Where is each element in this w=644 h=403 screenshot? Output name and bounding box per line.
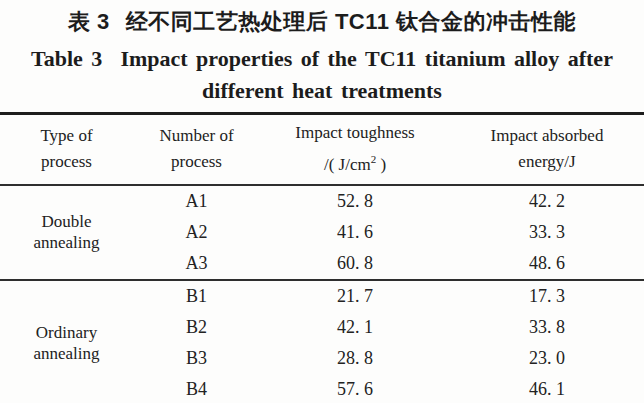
energy-cell: 33. 3: [450, 217, 644, 248]
process-type-line: annealing: [0, 343, 133, 364]
group-ordinary-annealing: Ordinary annealing B1 21. 7 17. 3 B2 42.…: [0, 280, 644, 403]
process-type-line: annealing: [0, 232, 133, 253]
table-caption-chinese-text: 经不同工艺热处理后 TC11 钛合金的冲击性能: [126, 9, 576, 34]
process-number-cell: A1: [133, 185, 260, 217]
header-text: Type of: [0, 123, 133, 149]
process-type-cell: Double annealing: [0, 185, 133, 280]
table-caption-english-line2: different heat treatments: [0, 76, 644, 106]
header-row: Type of process Number of process Impact…: [0, 114, 644, 185]
energy-cell: 42. 2: [450, 185, 644, 217]
process-type-cell: Ordinary annealing: [0, 280, 133, 403]
process-number-cell: A3: [133, 248, 260, 280]
table-caption-chinese-label: 表 3: [68, 9, 110, 34]
toughness-cell: 42. 1: [260, 312, 450, 343]
energy-cell: 23. 0: [450, 343, 644, 374]
header-text: process: [133, 149, 260, 175]
process-number-cell: A2: [133, 217, 260, 248]
header-number-of-process: Number of process: [133, 114, 260, 185]
table-row: Double annealing A1 52. 8 42. 2: [0, 185, 644, 217]
header-text: energy/J: [450, 149, 644, 175]
header-unit: /( J/cm2 ): [260, 146, 450, 178]
table-header: Type of process Number of process Impact…: [0, 114, 644, 185]
process-number-cell: B4: [133, 374, 260, 403]
impact-properties-table: Type of process Number of process Impact…: [0, 112, 644, 403]
energy-cell: 33. 8: [450, 312, 644, 343]
process-type-line: Double: [0, 211, 133, 232]
toughness-cell: 57. 6: [260, 374, 450, 403]
header-unit-pre: /( J/cm: [324, 155, 371, 174]
toughness-cell: 52. 8: [260, 185, 450, 217]
energy-cell: 48. 6: [450, 248, 644, 280]
header-text: Impact toughness: [260, 120, 450, 146]
table-caption-chinese: 表 3 经不同工艺热处理后 TC11 钛合金的冲击性能: [0, 0, 644, 37]
header-text: Impact absorbed: [450, 123, 644, 149]
toughness-cell: 28. 8: [260, 343, 450, 374]
header-type-of-process: Type of process: [0, 114, 133, 185]
header-impact-toughness: Impact toughness /( J/cm2 ): [260, 114, 450, 185]
group-double-annealing: Double annealing A1 52. 8 42. 2 A2 41. 6…: [0, 185, 644, 280]
toughness-cell: 60. 8: [260, 248, 450, 280]
table-row: Ordinary annealing B1 21. 7 17. 3: [0, 280, 644, 312]
table-caption-english-line1: Impact properties of the TC11 titanium a…: [120, 46, 613, 71]
toughness-cell: 41. 6: [260, 217, 450, 248]
process-number-cell: B3: [133, 343, 260, 374]
energy-cell: 17. 3: [450, 280, 644, 312]
process-number-cell: B2: [133, 312, 260, 343]
toughness-cell: 21. 7: [260, 280, 450, 312]
process-type-line: Ordinary: [0, 322, 133, 343]
process-number-cell: B1: [133, 280, 260, 312]
header-text: process: [0, 149, 133, 175]
header-unit-post: ): [376, 155, 386, 174]
energy-cell: 46. 1: [450, 374, 644, 403]
table-caption-english-label: Table 3: [31, 46, 102, 71]
header-text: Number of: [133, 123, 260, 149]
header-impact-absorbed-energy: Impact absorbed energy/J: [450, 114, 644, 185]
paper-table-page: 表 3 经不同工艺热处理后 TC11 钛合金的冲击性能 Table 3 Impact…: [0, 0, 644, 403]
table-caption-english: Table 3 Impact properties of the TC11 tit…: [0, 44, 644, 106]
